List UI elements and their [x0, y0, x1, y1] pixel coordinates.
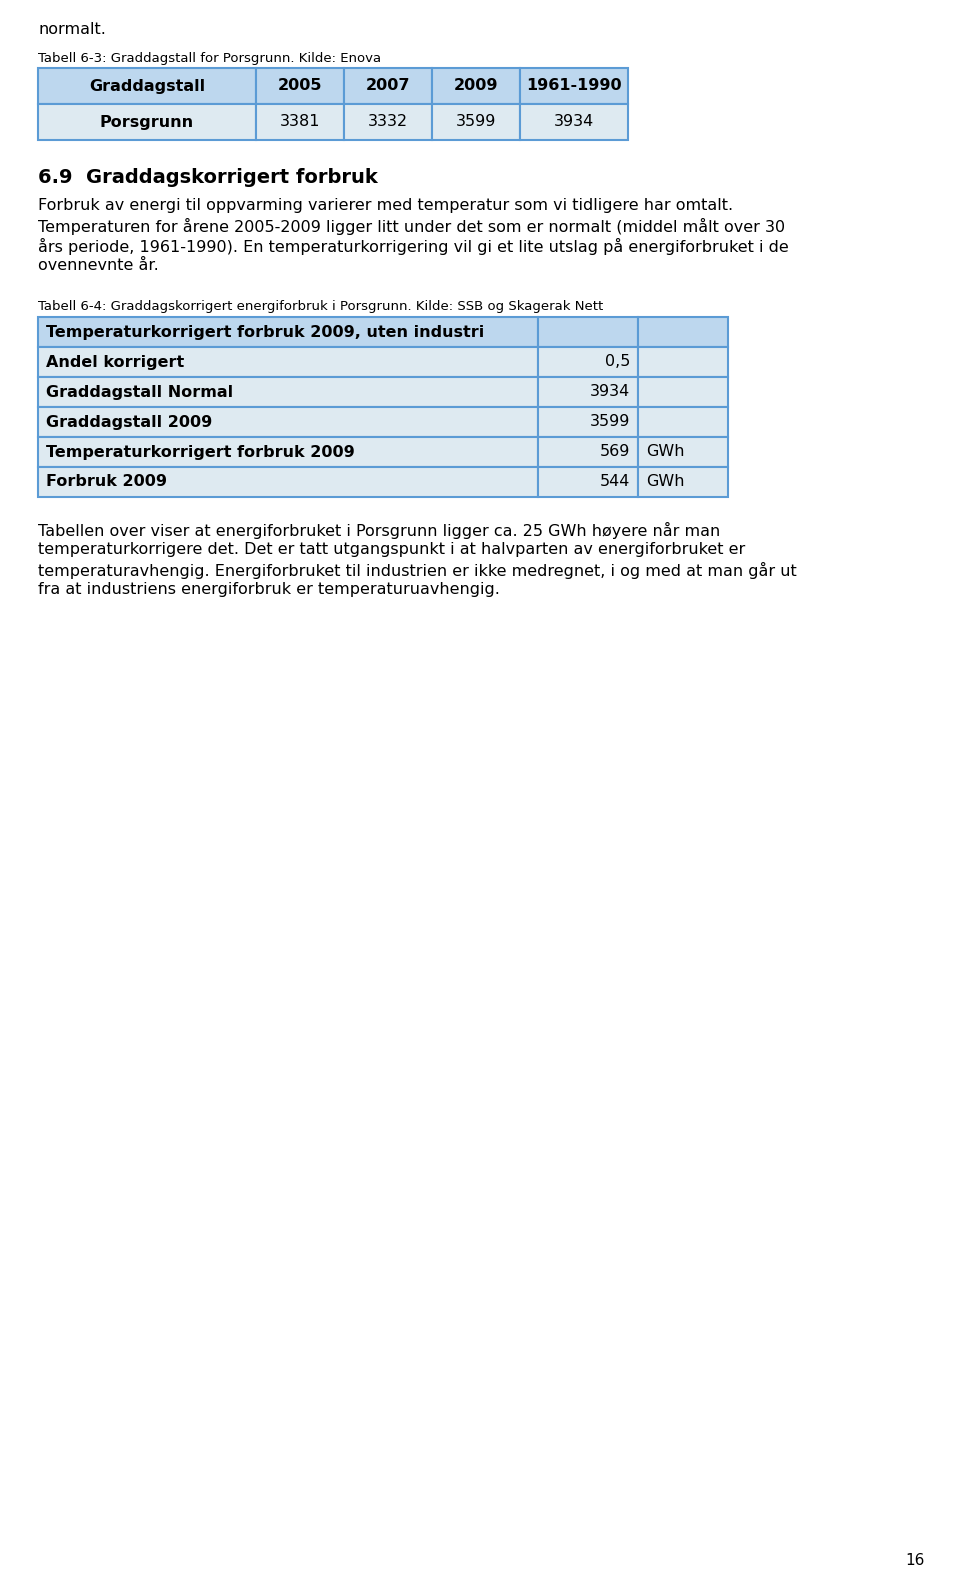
Text: fra at industriens energiforbruk er temperaturuavhengig.: fra at industriens energiforbruk er temp… [38, 582, 500, 598]
Text: Tabell 6-3: Graddagstall for Porsgrunn. Kilde: Enova: Tabell 6-3: Graddagstall for Porsgrunn. … [38, 52, 381, 65]
Bar [538, 347, 638, 377]
Bar [638, 468, 728, 498]
Text: 6.9  Graddagskorrigert forbruk: 6.9 Graddagskorrigert forbruk [38, 168, 377, 187]
Bar [38, 347, 538, 377]
Bar [344, 68, 432, 105]
Bar [432, 105, 520, 139]
Text: 569: 569 [600, 444, 630, 460]
Bar [38, 317, 538, 347]
Text: 1961-1990: 1961-1990 [526, 79, 622, 94]
Bar [638, 377, 728, 407]
Bar [256, 68, 344, 105]
Text: 2007: 2007 [366, 79, 410, 94]
Bar [538, 468, 638, 498]
Bar [38, 407, 538, 437]
Bar [38, 377, 538, 407]
Text: temperaturkorrigere det. Det er tatt utgangspunkt i at halvparten av energiforbr: temperaturkorrigere det. Det er tatt utg… [38, 542, 745, 556]
Bar [38, 68, 256, 105]
Text: 2005: 2005 [277, 79, 323, 94]
Bar [538, 377, 638, 407]
Text: ovennevnte år.: ovennevnte år. [38, 258, 158, 273]
Text: Graddagstall: Graddagstall [89, 79, 205, 94]
Bar [432, 68, 520, 105]
Text: 3599: 3599 [589, 415, 630, 430]
Bar [38, 437, 538, 468]
Bar [520, 105, 628, 139]
Bar [520, 68, 628, 105]
Text: Andel korrigert: Andel korrigert [46, 355, 184, 369]
Text: 544: 544 [600, 474, 630, 490]
Text: Temperaturen for årene 2005-2009 ligger litt under det som er normalt (middel må: Temperaturen for årene 2005-2009 ligger … [38, 219, 785, 235]
Bar [38, 105, 256, 139]
Text: års periode, 1961-1990). En temperaturkorrigering vil gi et lite utslag på energ: års periode, 1961-1990). En temperaturko… [38, 238, 789, 255]
Text: 3599: 3599 [456, 114, 496, 130]
Text: temperaturavhengig. Energiforbruket til industrien er ikke medregnet, i og med a: temperaturavhengig. Energiforbruket til … [38, 563, 797, 579]
Text: GWh: GWh [646, 474, 684, 490]
Bar [638, 317, 728, 347]
Text: Tabellen over viser at energiforbruket i Porsgrunn ligger ca. 25 GWh høyere når : Tabellen over viser at energiforbruket i… [38, 521, 720, 539]
Text: 0,5: 0,5 [605, 355, 630, 369]
Text: Forbruk 2009: Forbruk 2009 [46, 474, 167, 490]
Bar [638, 407, 728, 437]
Text: Temperaturkorrigert forbruk 2009: Temperaturkorrigert forbruk 2009 [46, 444, 355, 460]
Text: GWh: GWh [646, 444, 684, 460]
Bar [538, 317, 638, 347]
Text: 3934: 3934 [554, 114, 594, 130]
Text: 3332: 3332 [368, 114, 408, 130]
Text: 3934: 3934 [589, 385, 630, 399]
Bar [538, 437, 638, 468]
Text: 16: 16 [905, 1553, 925, 1568]
Text: Graddagstall 2009: Graddagstall 2009 [46, 415, 212, 430]
Bar [38, 468, 538, 498]
Bar [344, 105, 432, 139]
Bar [256, 105, 344, 139]
Text: Porsgrunn: Porsgrunn [100, 114, 194, 130]
Text: Tabell 6-4: Graddagskorrigert energiforbruk i Porsgrunn. Kilde: SSB og Skagerak : Tabell 6-4: Graddagskorrigert energiforb… [38, 300, 603, 312]
Text: Graddagstall Normal: Graddagstall Normal [46, 385, 233, 399]
Bar [638, 347, 728, 377]
Text: normalt.: normalt. [38, 22, 106, 36]
Bar [638, 437, 728, 468]
Text: Temperaturkorrigert forbruk 2009, uten industri: Temperaturkorrigert forbruk 2009, uten i… [46, 325, 484, 339]
Bar [538, 407, 638, 437]
Text: 3381: 3381 [279, 114, 321, 130]
Text: 2009: 2009 [454, 79, 498, 94]
Text: Forbruk av energi til oppvarming varierer med temperatur som vi tidligere har om: Forbruk av energi til oppvarming variere… [38, 198, 733, 212]
